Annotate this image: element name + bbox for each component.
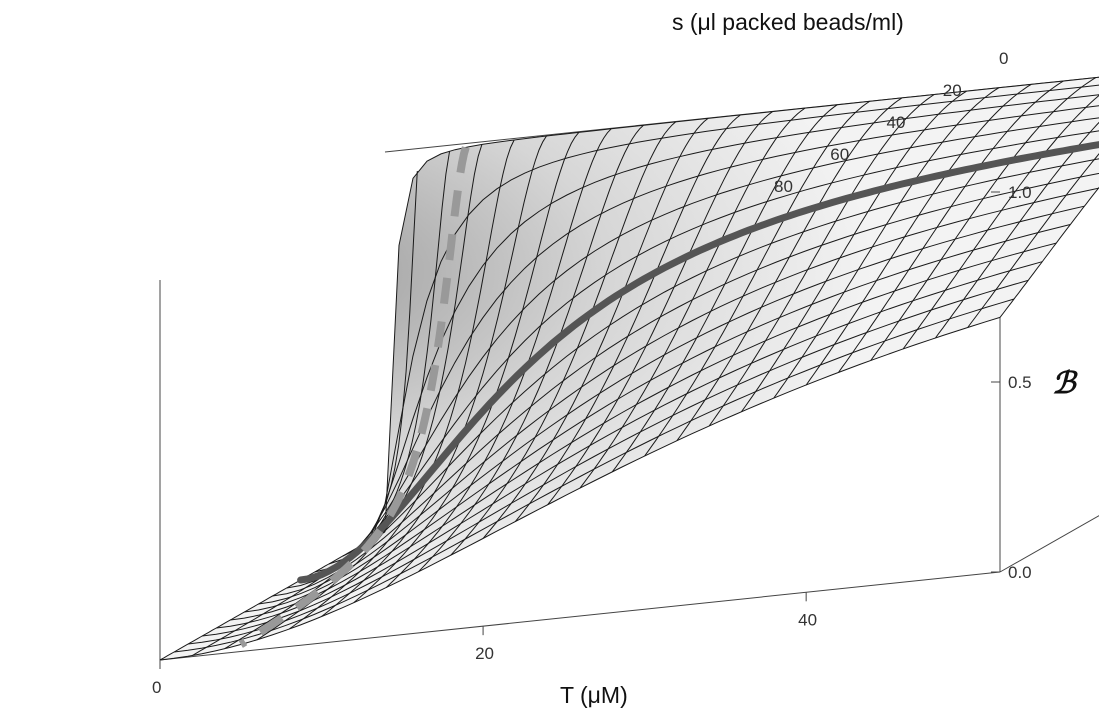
surface-fill	[160, 77, 1099, 660]
mesh-line-t-13	[579, 107, 806, 489]
mesh-line-t-23	[902, 94, 1099, 350]
axis-ticks: 0 20 40 0 20 40 60 80 0.0 0.5 1.0	[152, 49, 1032, 697]
mesh-line-t-19	[773, 87, 1000, 399]
mesh-line-t-17	[708, 94, 935, 427]
mesh-line-t-8	[418, 124, 644, 573]
mesh-line-t-7	[385, 128, 612, 588]
mesh-line-t-10	[482, 118, 709, 539]
curve-solid	[297, 141, 1099, 584]
mesh-line-t-24	[934, 121, 1099, 339]
y-axis-title: s (μl packed beads/ml)	[672, 9, 904, 35]
mesh-line-t-9	[450, 121, 677, 556]
mesh-line-t-1	[192, 170, 418, 656]
mesh-line-t-11	[515, 114, 741, 522]
x-tick-label-2: 40	[798, 610, 817, 629]
mesh-line-t-26	[999, 186, 1099, 318]
y-tick-label-1: 20	[943, 81, 962, 100]
mesh-line-t-4	[288, 139, 515, 630]
box-edge-front-bottom	[159, 571, 1001, 661]
mesh-line-t-6	[353, 132, 580, 603]
highlight-curves	[238, 141, 1099, 648]
y-tick-label-3: 60	[830, 145, 849, 164]
box-edge-right-bottom	[999, 515, 1099, 573]
mesh-line-t-15	[644, 100, 870, 457]
mesh-line-t-18	[741, 90, 967, 412]
mesh-line-t-5	[321, 135, 547, 617]
mesh-line-t-25	[967, 153, 1099, 328]
mesh-line-t-20	[805, 83, 1032, 386]
mesh-line-t-21	[838, 80, 1064, 373]
z-tick-label-1: 0.5	[1008, 373, 1032, 392]
mesh-line-t-0	[159, 531, 386, 661]
x-tick-label-0: 0	[152, 678, 161, 697]
mesh-line-t-16	[676, 97, 903, 441]
surface	[159, 76, 1099, 661]
z-tick-label-0: 0.0	[1008, 563, 1032, 582]
x-axis-title: T (μM)	[560, 682, 628, 708]
z-tick-label-2: 1.0	[1008, 183, 1032, 202]
curve-dashed	[238, 146, 470, 648]
mesh-line-t-14	[611, 104, 838, 473]
y-tick-label-0: 0	[999, 49, 1008, 68]
y-tick-label-4: 80	[774, 177, 793, 196]
mesh-line-t-22	[870, 77, 1097, 361]
z-axis-title: ℬ	[1052, 366, 1078, 401]
x-tick-label-1: 20	[475, 644, 494, 663]
mesh-line-t-12	[547, 111, 773, 506]
y-tick-label-2: 40	[887, 113, 906, 132]
